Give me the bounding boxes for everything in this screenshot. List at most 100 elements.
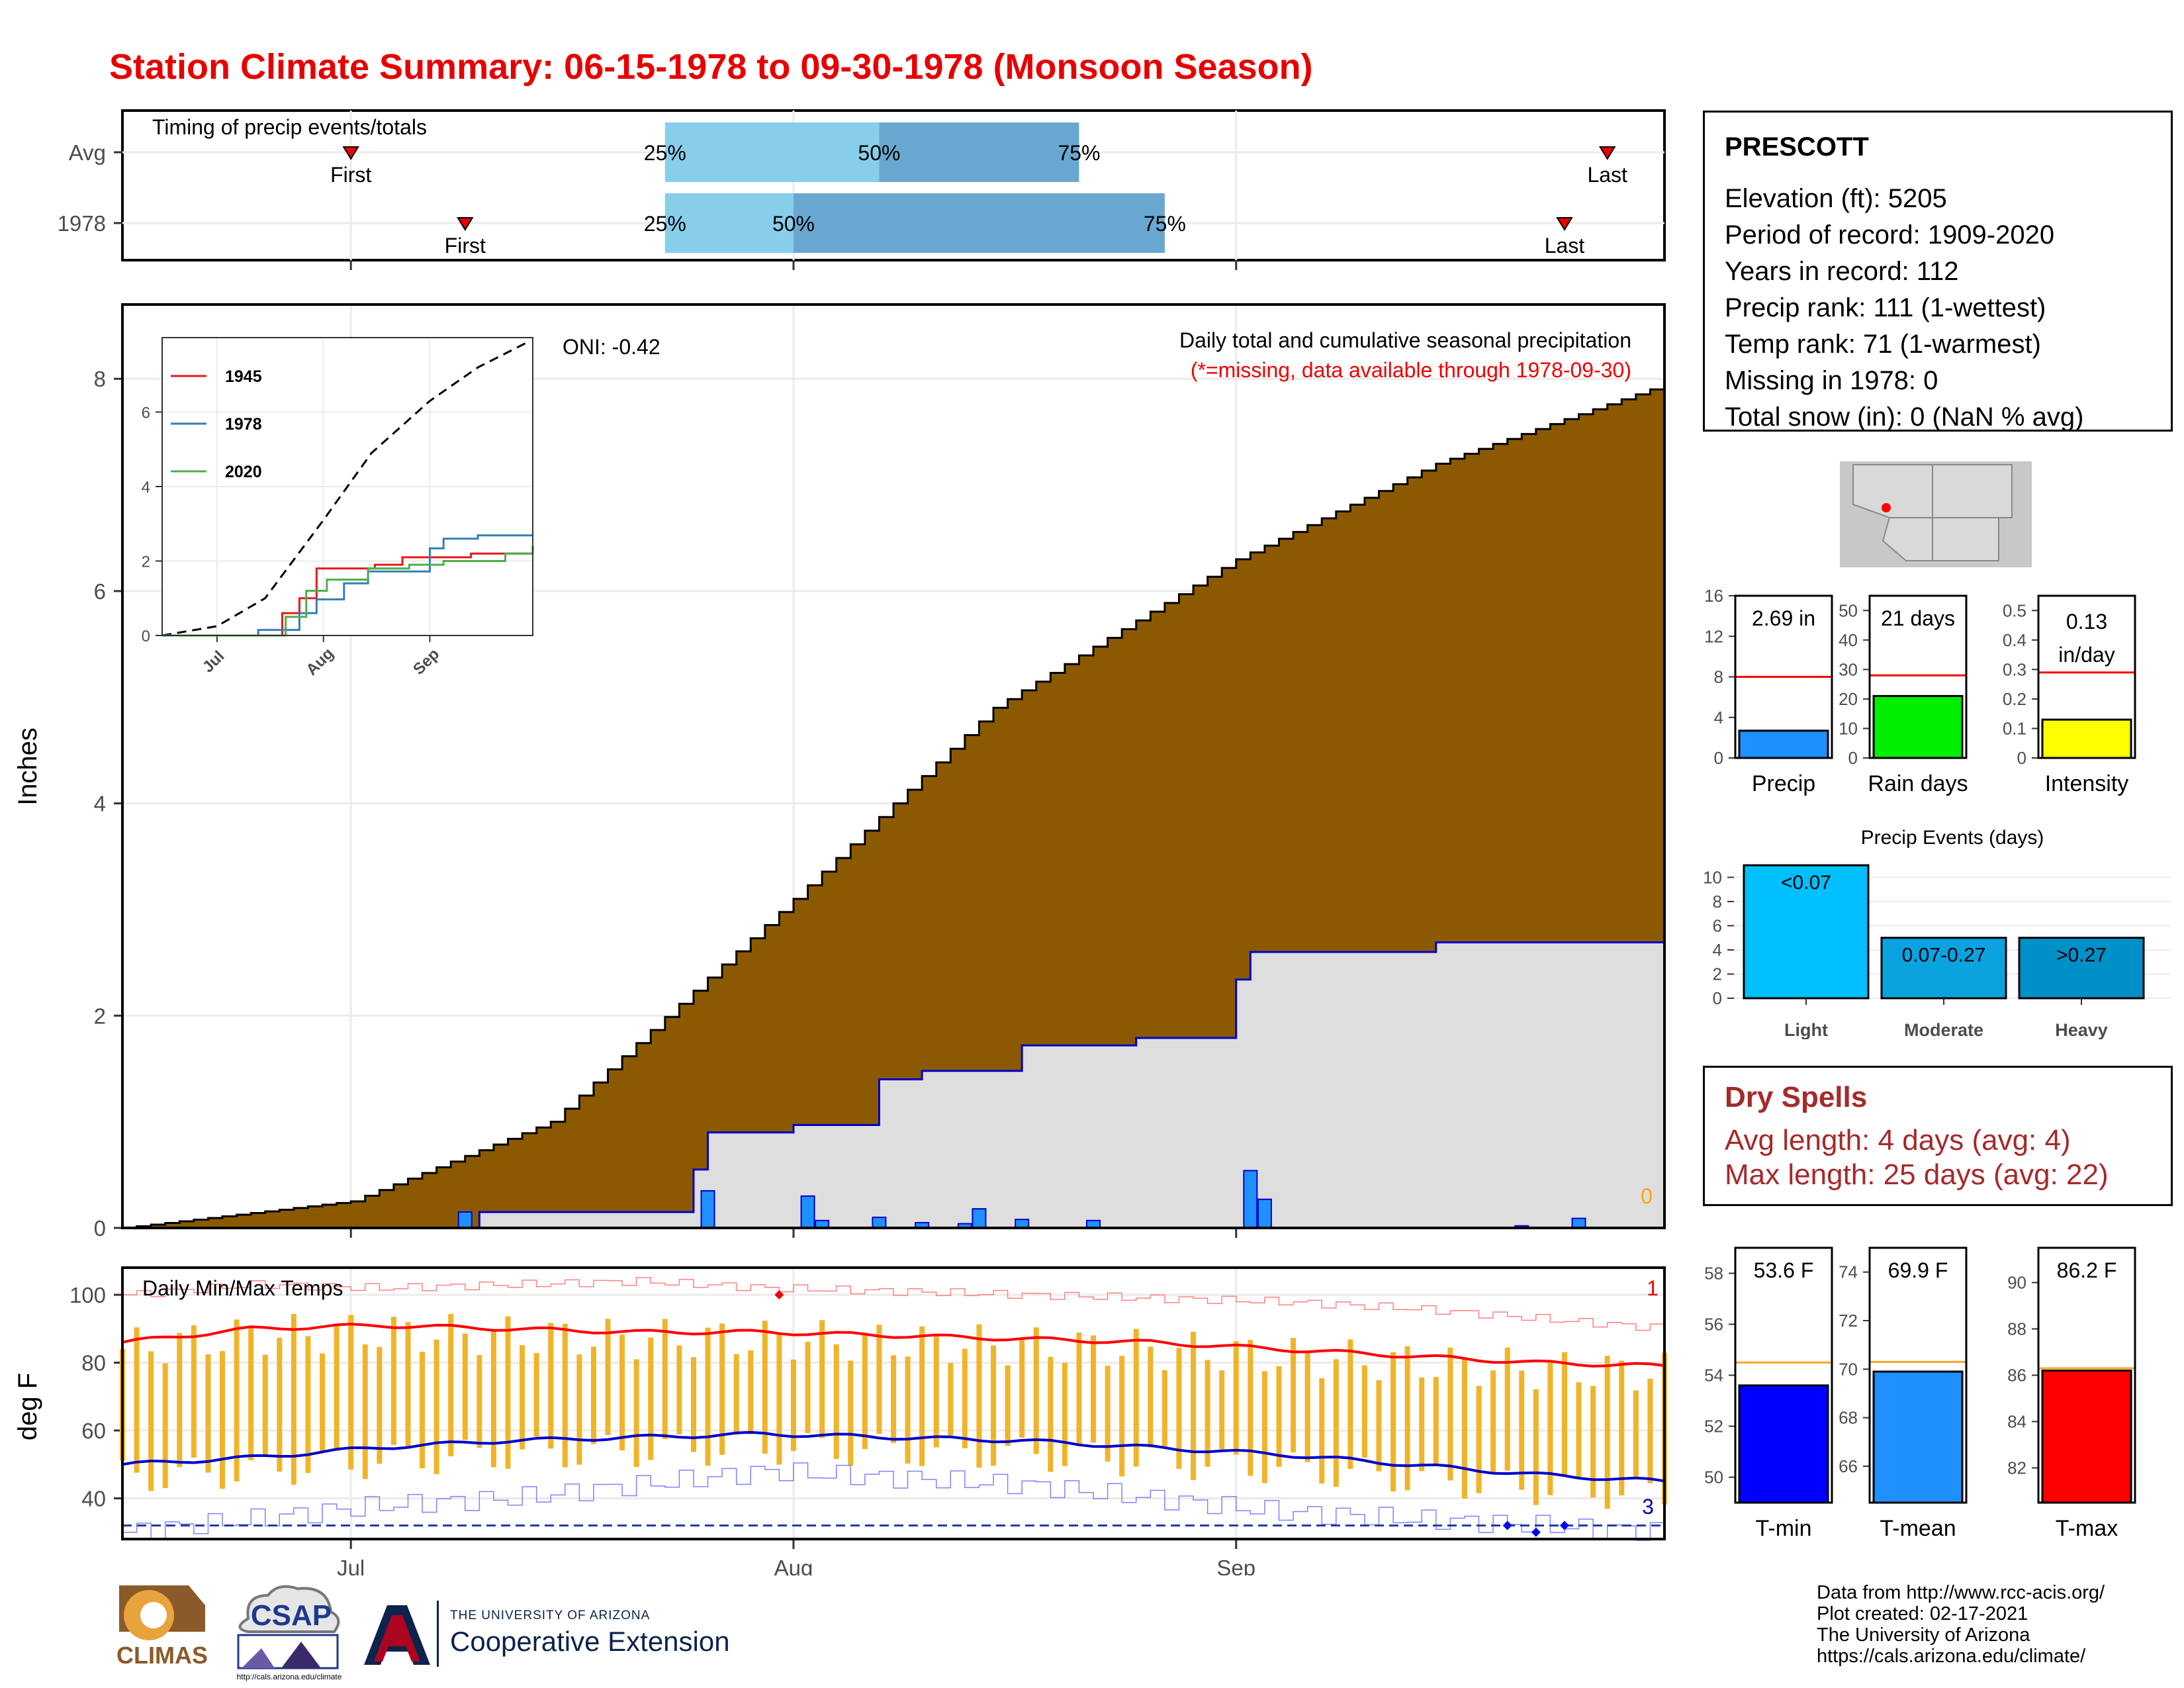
daily-temp-bar xyxy=(420,1352,426,1469)
daily-temp-bar xyxy=(590,1346,596,1444)
daily-temp-bar xyxy=(576,1354,582,1465)
record-min-line xyxy=(122,1462,1665,1541)
daily-temp-bar xyxy=(1604,1356,1610,1509)
ua-logo-line1: THE UNIVERSITY OF ARIZONA xyxy=(450,1609,651,1622)
summary-bar-precip xyxy=(1738,729,1829,759)
daily-temp-bar xyxy=(819,1320,825,1438)
daily-temp-bar xyxy=(662,1319,668,1439)
timing-row-label: Avg xyxy=(69,140,106,165)
daily-temp-bar xyxy=(605,1319,611,1435)
events-ytick-label: 10 xyxy=(1703,867,1722,887)
missing-text: Missing in 1978: 0 xyxy=(1725,366,1938,395)
inset-series-1978 xyxy=(162,534,533,637)
daily-temp-bar xyxy=(1261,1371,1267,1483)
record-min-count: 3 xyxy=(1642,1495,1654,1519)
daily-temp-bar xyxy=(776,1332,782,1465)
temp-ylabel: deg F xyxy=(13,1373,42,1440)
daily-temp-bar xyxy=(1490,1370,1496,1474)
summary-ytick-label: 52 xyxy=(1704,1417,1723,1436)
daily-temp-bar xyxy=(705,1327,711,1466)
timing-last-marker xyxy=(1598,146,1616,160)
summary-frame xyxy=(1868,1246,1968,1504)
timing-bar-25-50 xyxy=(664,122,880,182)
daily-precip-bar xyxy=(457,1211,473,1229)
footer-credits: Data from http://www.rcc-acis.org/ Plot … xyxy=(1817,1582,2105,1667)
daily-temp-bar xyxy=(262,1354,268,1455)
summary-label: Rain days xyxy=(1868,771,1968,796)
daily-temp-bar xyxy=(348,1315,354,1470)
daily-temp-bar xyxy=(490,1331,496,1468)
daily-temp-bar xyxy=(477,1354,482,1448)
precip-ytick-label: 0 xyxy=(94,1216,106,1241)
summary-value-text: 21 days xyxy=(1881,606,1955,630)
daily-temp-bar xyxy=(762,1321,768,1454)
inset-series-1945 xyxy=(162,546,534,637)
footer-line-3: The University of Arizona xyxy=(1817,1624,2030,1646)
summary-ytick-label: 10 xyxy=(1839,718,1858,738)
daily-temp-bar xyxy=(862,1333,868,1450)
precip-chart: 0 2 4 6 8 Daily total and cumulative seasonal… xyxy=(13,303,1666,1241)
summary-ytick-label: 0 xyxy=(2017,748,2026,768)
temp-title: Daily Min/Max Temps xyxy=(142,1276,343,1300)
daily-temp-bar xyxy=(1333,1359,1339,1487)
daily-temp-bar xyxy=(305,1336,311,1474)
summary-label: Intensity xyxy=(2045,771,2129,796)
daily-temp-bar xyxy=(976,1324,982,1468)
summary-ytick-label: 0.1 xyxy=(2003,718,2026,738)
climas-logo-text: CLIMAS xyxy=(116,1642,208,1669)
daily-temp-bar xyxy=(1390,1352,1396,1492)
snow-text: Total snow (in): 0 (NaN % avg) xyxy=(1725,402,2084,432)
daily-temp-bar xyxy=(533,1352,539,1437)
timing-first-label: First xyxy=(330,163,371,187)
daily-temp-bar xyxy=(891,1355,896,1443)
inset-ytick-label: 0 xyxy=(142,628,150,645)
daily-temp-bar xyxy=(1248,1340,1253,1476)
daily-precip-bar xyxy=(1243,1170,1258,1229)
daily-temp-bar xyxy=(1019,1340,1025,1438)
timing-last-marker xyxy=(1556,217,1573,231)
temp-ytick-label: 80 xyxy=(81,1351,106,1376)
temp-ytick-label: 100 xyxy=(69,1283,106,1307)
daily-temp-bar xyxy=(1119,1356,1125,1477)
events-bar-label: >0.27 xyxy=(2056,945,2107,966)
daily-temp-bar xyxy=(1419,1377,1425,1472)
record-min-marker xyxy=(1502,1521,1512,1530)
missing-count: 0 xyxy=(1641,1184,1653,1208)
daily-temp-bar xyxy=(1105,1366,1111,1462)
ua-logo: A xyxy=(364,1605,430,1665)
summary-frame xyxy=(2037,594,2136,759)
summary-ytick-label: 0 xyxy=(1714,748,1723,768)
temp-xtick-label: Aug xyxy=(774,1556,813,1575)
events-category-label: Light xyxy=(1784,1020,1828,1039)
summary-frame xyxy=(2037,1246,2136,1504)
summary-label: T-max xyxy=(2056,1516,2118,1541)
temp-rank-text: Temp rank: 71 (1-warmest) xyxy=(1725,330,2041,359)
summary-ytick-label: 84 xyxy=(2007,1412,2026,1432)
daily-temp-bar xyxy=(1619,1360,1625,1496)
daily-temp-bar xyxy=(220,1351,226,1489)
timing-p75-label: 75% xyxy=(1058,141,1100,165)
summary-frame xyxy=(1868,594,1968,759)
footer-line-2: Plot created: 02-17-2021 xyxy=(1817,1603,2028,1624)
daily-temp-bar xyxy=(162,1363,168,1488)
daily-temp-bar xyxy=(334,1326,340,1451)
daily-precip-bar xyxy=(800,1195,815,1229)
summary-value-text: 53.6 F xyxy=(1754,1258,1814,1282)
precip-frame xyxy=(121,303,1666,1229)
daily-temp-bar xyxy=(1361,1365,1367,1458)
summary-frame xyxy=(1734,1246,1833,1504)
summary-ytick-label: 0.4 xyxy=(2003,630,2026,650)
avg-max-line xyxy=(122,1323,1665,1368)
summary-ytick-label: 54 xyxy=(1704,1366,1723,1385)
daily-temp-bar xyxy=(1376,1380,1382,1472)
timing-bar-50-75 xyxy=(879,122,1079,182)
daily-precip-bar xyxy=(700,1190,715,1229)
dry-spells-box: Dry Spells Avg length: 4 days (avg: 4) M… xyxy=(1703,1066,2173,1206)
daily-temp-bar xyxy=(833,1344,839,1459)
summary-bar-t-min xyxy=(1738,1384,1829,1504)
daily-temp-bar xyxy=(991,1345,997,1466)
daily-temp-bar xyxy=(1148,1346,1154,1448)
summary-ytick-label: 82 xyxy=(2007,1458,2026,1478)
summary-ytick-label: 0.5 xyxy=(2003,600,2026,620)
summary-ytick-label: 88 xyxy=(2007,1319,2026,1339)
